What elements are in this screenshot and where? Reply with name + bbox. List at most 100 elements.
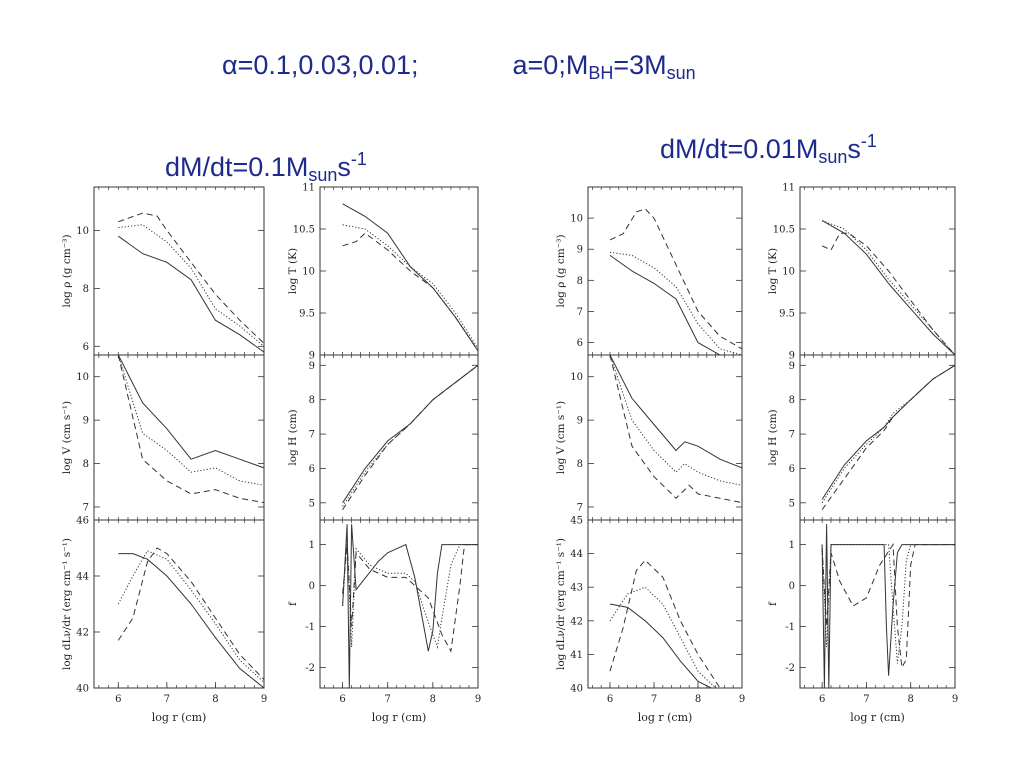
y-tick-label: 10 [76,226,89,237]
y-tick-label: 8 [577,276,583,287]
x-axis-label: log r (cm) [372,711,427,724]
y-tick-label: 6 [83,342,89,353]
y-tick-label: 9 [789,361,795,372]
left-group-sub: sun [308,165,338,185]
y-tick-label: 5 [309,498,315,509]
spin-label: a=0;M [512,50,589,80]
series-line-dashed [117,355,264,504]
panel-frame [319,354,479,521]
y-tick-label: 8 [83,284,89,295]
y-tick-label: 40 [570,684,583,695]
series-line-solid [821,524,955,688]
right-group-title: dM/dt=0.01Msuns-1 [660,132,877,166]
y-axis-label: log V (cm s⁻¹) [61,401,73,474]
series-line-solid [821,364,955,500]
left-group-prefix: dM/dt=0.1M [165,152,309,182]
y-tick-label: 8 [789,395,795,406]
series-line-dotted [118,224,264,347]
panel-left-dL: 40 42 44 46 6 7 8 9 log dLν/dr (erg cm⁻¹ s⁻¹) log… [61,516,267,725]
y-tick-label: 11 [302,183,315,194]
y-tick-label: 40 [76,684,89,695]
right-group-sup: -1 [860,131,877,151]
y-axis-label: log dLν/dr (erg cm⁻¹ s⁻¹) [555,538,567,670]
y-tick-label: 10 [570,214,583,225]
series-line-dotted [821,544,955,664]
alpha-symbol: α [222,50,238,80]
series-line-dotted [609,355,742,486]
y-tick-label: 10.5 [773,225,795,236]
series-line-dashed [821,364,955,510]
y-tick-label: 7 [789,430,795,441]
series-line-solid [342,364,478,504]
panel-right-H: 5 6 7 8 9 log H (cm) [767,354,956,521]
y-tick-label: 42 [76,628,89,639]
y-tick-label: 9 [789,351,795,362]
y-tick-label: 9 [577,416,583,427]
sun-subscript: sun [666,63,696,83]
y-tick-label: 7 [577,502,583,513]
y-axis-label: log ρ (g cm⁻³) [555,234,567,307]
y-tick-label: -2 [785,663,795,674]
y-tick-label: 9.5 [779,309,795,320]
y-axis-label: log T (K) [287,248,299,294]
series-line-dashed [609,559,721,688]
y-tick-label: 9 [83,416,89,427]
series-line-solid [821,220,955,355]
y-axis-label: f [767,601,779,606]
series-line-dotted [117,550,264,683]
left-group-unit: s [337,152,351,182]
series-line-dotted [342,364,478,507]
x-tick-label: 8 [430,694,436,705]
panel-right-f: -2 -1 0 1 6 7 8 9 f log r (cm) [767,519,958,724]
series-line-dashed [609,208,742,350]
x-tick-label: 7 [164,694,170,705]
y-tick-label: 6 [309,464,315,475]
y-tick-label: 9.5 [299,309,315,320]
panel-left-f: -2 -1 0 1 6 7 8 9 f log r (cm) [287,519,481,724]
y-tick-label: 43 [570,583,583,594]
y-tick-label: 44 [570,549,583,560]
x-tick-label: 9 [952,694,958,705]
series-line-solid [117,355,264,469]
y-axis-label: log ρ (g cm⁻³) [61,234,73,307]
y-tick-label: -1 [305,622,315,633]
panel-right-dL: 40 41 42 43 44 45 6 7 8 9 log dLν/dr (erg cm⁻¹ s⁻¹… [555,516,745,725]
series-line-dotted [117,355,264,486]
figure-title: α=0.1,0.03,0.01; a=0;MBH=3Msun [222,50,696,83]
right-group-sub: sun [818,147,848,167]
series-line-dashed [118,212,264,344]
x-tick-label: 8 [695,694,701,705]
right-group-unit: s [847,134,861,164]
x-tick-label: 8 [212,694,218,705]
y-tick-label: 0 [309,581,315,592]
panel-left-T: 9 9.5 10 10.5 11 log T (K) [287,183,479,362]
series-line-solid [609,355,742,469]
y-tick-label: 46 [76,516,89,527]
x-tick-label: 7 [863,694,869,705]
series-line-dotted [342,536,478,649]
y-axis-label: log H (cm) [767,409,779,465]
y-tick-label: 0 [789,581,795,592]
x-axis-label: log r (cm) [638,711,693,724]
series-line-dashed [342,364,478,510]
y-tick-label: 8 [577,459,583,470]
y-tick-label: 45 [570,516,583,527]
right-group-prefix: dM/dt=0.01M [660,134,819,164]
y-tick-label: 10 [302,267,315,278]
x-tick-label: 8 [908,694,914,705]
panel-frame [799,519,956,689]
x-axis-label: log r (cm) [152,711,207,724]
y-tick-label: 6 [789,464,795,475]
y-tick-label: 9 [309,351,315,362]
series-line-dashed [117,547,264,680]
series-line-solid [609,254,742,355]
y-tick-label: 5 [789,498,795,509]
bh-subscript: BH [588,63,614,83]
x-tick-label: 9 [739,694,745,705]
series-line-dotted [821,220,955,355]
series-line-solid [118,553,264,688]
y-tick-label: 8 [309,395,315,406]
